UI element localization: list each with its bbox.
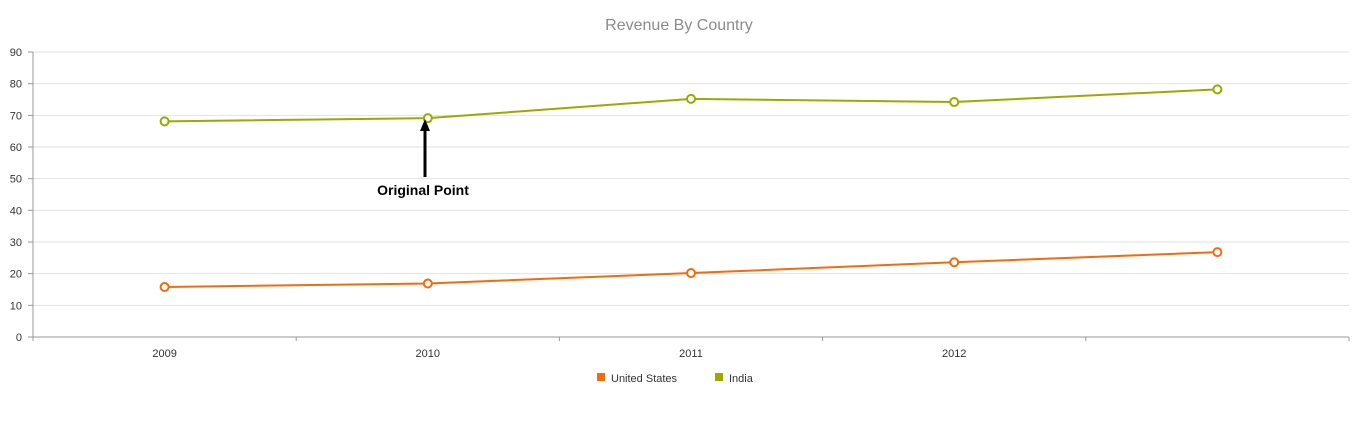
- legend-swatch: [597, 373, 605, 381]
- data-point: [949, 257, 960, 268]
- data-point: [686, 93, 696, 104]
- legend-label: India: [729, 373, 754, 385]
- data-point: [159, 116, 170, 127]
- data-point: [1212, 84, 1223, 95]
- x-tick-label: 2009: [152, 348, 176, 360]
- annotation-label: Original Point: [377, 182, 469, 198]
- y-tick-label: 20: [10, 269, 22, 281]
- data-point: [949, 97, 960, 108]
- annotation: Original Point: [377, 119, 469, 198]
- data-point: [1212, 247, 1223, 258]
- x-tick-label: 2010: [416, 348, 440, 360]
- series-lines: [159, 84, 1223, 292]
- y-tick-label: 40: [10, 205, 22, 217]
- legend: United States India: [597, 373, 754, 385]
- legend-label: United States: [611, 373, 678, 385]
- data-point: [422, 278, 433, 289]
- y-tick-label: 70: [10, 110, 22, 122]
- y-tick-label: 80: [10, 79, 22, 91]
- chart-title: Revenue By Country: [605, 17, 753, 34]
- data-point: [159, 281, 170, 292]
- y-tick-label: 50: [10, 174, 22, 186]
- y-tick-label: 10: [10, 300, 22, 312]
- annotation-arrow-head: [420, 119, 430, 131]
- y-tick-label: 30: [10, 237, 22, 249]
- x-tick-label: 2011: [679, 348, 703, 360]
- y-tick-label: 60: [10, 142, 22, 154]
- gridlines: [33, 51, 1349, 306]
- data-point: [686, 268, 696, 279]
- data-point: [422, 113, 433, 124]
- axes: 0 10 20 30 40 50 60 70 80 90 2009 2010 2011 2012: [10, 47, 1350, 360]
- y-tick-label: 0: [16, 332, 22, 344]
- x-tick-label: 2012: [942, 348, 966, 360]
- y-tick-label: 90: [10, 47, 22, 59]
- legend-swatch: [715, 373, 723, 381]
